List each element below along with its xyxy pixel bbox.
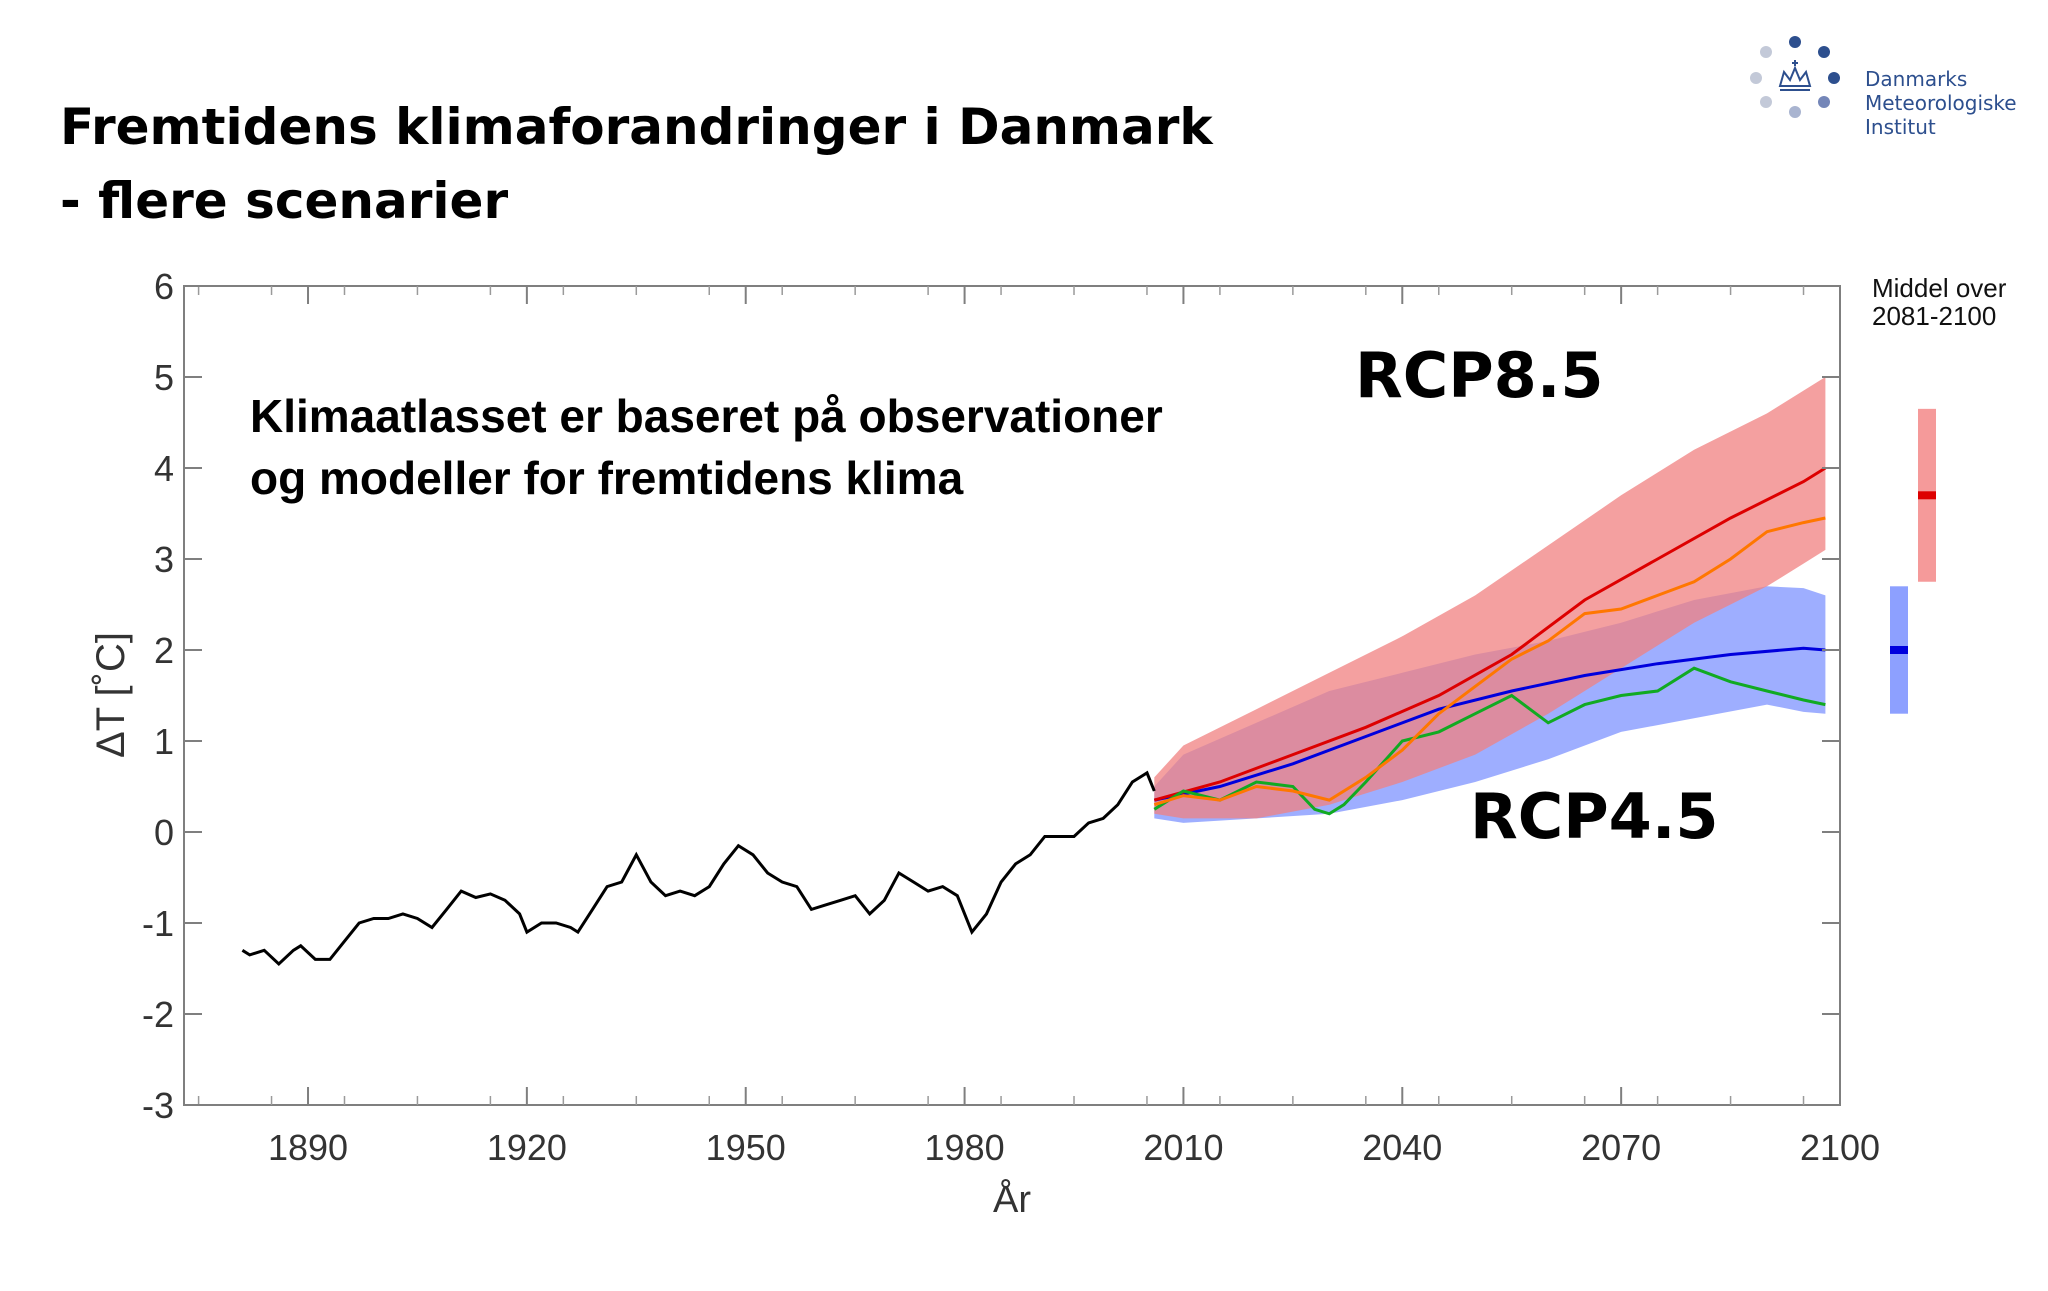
y-tick-label: 4 [154,448,174,489]
y-tick-label: 0 [154,812,174,853]
logo-dot [1789,36,1801,48]
page-title: Fremtidens klimaforandringer i Danmark -… [60,90,1213,238]
side-bar-mean-rcp8-5 [1918,491,1936,500]
x-tick-label: 1950 [706,1127,786,1168]
note-line2: og modeller for fremtidens klima [250,452,964,504]
y-tick-label: 1 [154,721,174,762]
side-label-line2: 2081-2100 [1872,301,1996,331]
x-tick-label: 2070 [1581,1127,1661,1168]
scenario-lines [1153,466,1827,816]
plot-frame [183,285,1841,1106]
y-tick-label: 6 [154,266,174,307]
dmi-logo [1750,36,1840,118]
logo-dot [1789,106,1801,118]
series-line-rcp8-5 [1153,466,1827,802]
x-tick-labels: 1890 1920 1950 1980 2010 2040 2070 2100 [268,1127,1880,1168]
rcp85-label: RCP8.5 [1355,339,1604,412]
x-tick-label: 2100 [1800,1127,1880,1168]
y-tick-label: -2 [142,994,174,1035]
y-tick-label: -1 [142,903,174,944]
logo-text-line3: Institut [1865,115,1936,139]
note-line1: Klimaatlasset er baseret på observatione… [250,390,1163,442]
logo-dot [1818,46,1830,58]
side-bar-mean-rcp4-5 [1890,646,1908,654]
logo-dot [1760,96,1772,108]
period-mean-bars [1890,408,1936,714]
logo-dot [1818,96,1830,108]
page-title-line1: Fremtidens klimaforandringer i Danmark [60,98,1213,156]
logo-text-line1: Danmarks [1865,67,1968,91]
y-tick-label: 3 [154,539,174,580]
x-tick-label: 1890 [268,1127,348,1168]
crown-icon [1778,60,1812,91]
x-tick-label: 1920 [487,1127,567,1168]
series-line-rcp8-5-model [1153,516,1826,807]
scenario-bands [1154,377,1826,823]
rcp45-label: RCP4.5 [1470,780,1719,853]
page-title-line2: - flere scenarier [60,172,509,230]
x-tick-label: 1980 [925,1127,1005,1168]
logo-text: Danmarks Meteorologiske Institut [1865,67,2017,139]
y-tick-label: -3 [142,1085,174,1126]
series-line-rcp4-5-model [1153,666,1826,816]
y-tick-labels: -3 -2 -1 0 1 2 3 4 5 6 [142,266,174,1126]
axis-ticks [184,285,1841,1106]
y-tick-label: 2 [154,630,174,671]
logo-dot [1828,72,1840,84]
x-tick-label: 2040 [1362,1127,1442,1168]
x-axis-label: År [993,1177,1031,1221]
x-tick-label: 2010 [1143,1127,1223,1168]
band-rcp8-5 [1154,377,1826,819]
observed-line [241,770,1156,967]
logo-dot [1760,46,1772,58]
y-axis-label: ΔT [˚C] [89,632,133,758]
logo-text-line2: Meteorologiske [1865,91,2017,115]
y-tick-label: 5 [154,357,174,398]
side-label-line1: Middel over [1872,273,2007,303]
series-line-rcp4-5 [1153,646,1826,802]
logo-dot [1750,72,1762,84]
